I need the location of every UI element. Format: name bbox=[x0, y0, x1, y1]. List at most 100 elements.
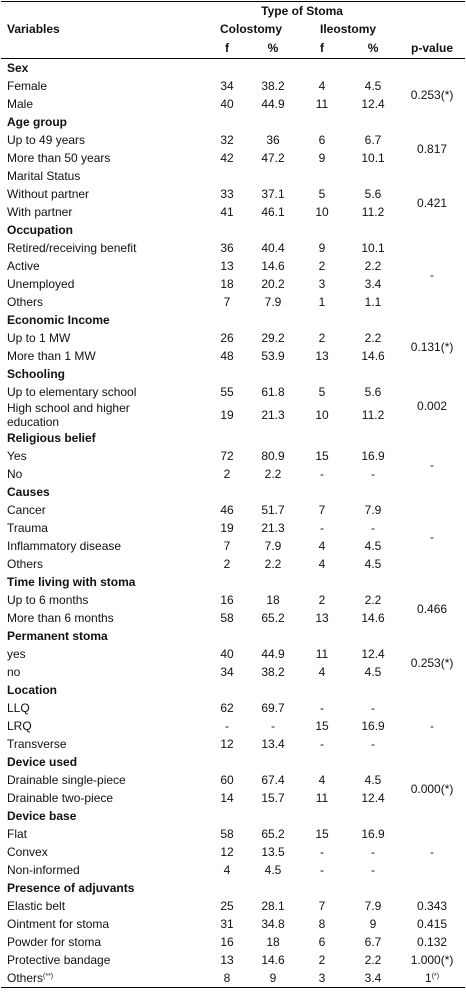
section-row: Device used bbox=[1, 753, 465, 771]
row-label: Female bbox=[7, 78, 48, 93]
p-value-cell: 0.132 bbox=[399, 933, 465, 951]
value-cell: 2 bbox=[223, 556, 231, 571]
row-label: Unemployed bbox=[7, 276, 75, 291]
row-label-cell: LRQ bbox=[1, 717, 205, 735]
data-row: Inflammatory disease 7 7.9 4 4.5 bbox=[1, 537, 465, 555]
row-label: no bbox=[7, 664, 21, 679]
value-cell: 13.4 bbox=[261, 736, 285, 751]
row-label-cell: Male bbox=[1, 95, 205, 113]
header-row: Type of Stoma bbox=[1, 1, 466, 20]
row-label-cell: More than 1 MW bbox=[1, 347, 205, 365]
row-label: More than 1 MW bbox=[7, 348, 96, 363]
value-cell: 69.7 bbox=[261, 700, 285, 715]
value-cell: 5 bbox=[318, 384, 326, 399]
value-cell: 14.6 bbox=[361, 610, 385, 625]
value-cell: 14 bbox=[220, 790, 234, 805]
value-cell: 46 bbox=[220, 502, 234, 517]
value-cell: 18 bbox=[266, 592, 280, 607]
value-cell: 9 bbox=[249, 968, 297, 988]
value-cell: 2.2 bbox=[364, 592, 382, 607]
section-title: Religious belief bbox=[7, 430, 96, 445]
data-row: Up to 49 years 32 36 6 6.7 0.817 bbox=[1, 131, 465, 156]
value-cell: - bbox=[225, 718, 229, 733]
header-subcol: % bbox=[249, 38, 297, 59]
value-cell: 16.9 bbox=[361, 718, 385, 733]
value-cell: 16.9 bbox=[361, 448, 385, 463]
value-cell: 13 bbox=[220, 952, 234, 967]
value-cell: - bbox=[371, 862, 376, 877]
p-value: - bbox=[430, 718, 435, 733]
value-cell: 58 bbox=[220, 826, 234, 841]
row-label-note: (**) bbox=[43, 972, 54, 980]
value-cell: 2.2 bbox=[264, 466, 282, 481]
row-label: Cancer bbox=[7, 502, 46, 517]
spacer bbox=[205, 627, 465, 645]
value-cell: 2.2 bbox=[264, 556, 282, 571]
value-cell: 10.1 bbox=[361, 240, 385, 255]
value-cell: 15 bbox=[315, 448, 329, 463]
data-row: Convex 12 13.5 - - bbox=[1, 843, 465, 861]
p-value: 0.002 bbox=[417, 398, 448, 413]
data-row: LRQ - - 15 16.9 bbox=[1, 717, 465, 735]
value-cell: - bbox=[371, 736, 376, 751]
value-cell: 36 bbox=[220, 240, 234, 255]
row-label: Powder for stoma bbox=[7, 934, 102, 949]
data-row: Female 34 38.2 4 4.5 0.253(*) bbox=[1, 77, 465, 102]
data-row: Active 13 14.6 2 2.2 bbox=[1, 257, 465, 275]
row-label: Up to 49 years bbox=[7, 132, 86, 147]
row-label-cell: Transverse bbox=[1, 735, 205, 753]
p-value-cell: 0.415 bbox=[399, 915, 465, 933]
value-cell: 36 bbox=[266, 132, 280, 147]
value-cell: 13.5 bbox=[261, 844, 285, 859]
p-value-cell: 1.000(*) bbox=[399, 951, 465, 969]
value-cell: 18 bbox=[220, 276, 234, 291]
value-cell: 80.9 bbox=[261, 448, 285, 463]
value-cell: 16 bbox=[220, 592, 234, 607]
value-cell: - bbox=[320, 736, 324, 751]
value-cell: 38.2 bbox=[261, 78, 285, 93]
data-row: Others(**) 8 9 3 3.4 1(*) bbox=[1, 968, 466, 988]
section-row: Time living with stoma bbox=[1, 573, 465, 591]
value-cell: 2.2 bbox=[364, 952, 382, 967]
value-cell: 6.7 bbox=[364, 934, 382, 949]
value-cell: 51.7 bbox=[261, 502, 285, 517]
data-row: Unemployed 18 20.2 3 3.4 bbox=[1, 275, 465, 293]
value-cell: 6.7 bbox=[364, 132, 382, 147]
section-title: Location bbox=[7, 682, 57, 697]
value-cell: - bbox=[371, 700, 376, 715]
value-cell: 7.9 bbox=[364, 898, 382, 913]
value-cell: 67.4 bbox=[261, 772, 285, 787]
section-title: Presence of adjuvants bbox=[7, 880, 135, 895]
value-cell: 12.4 bbox=[361, 790, 385, 805]
value-cell: 47.2 bbox=[261, 150, 285, 165]
value-cell: 7 bbox=[318, 898, 326, 913]
data-row: Without partner 33 37.1 5 5.6 0.421 bbox=[1, 185, 465, 210]
value-cell: 4 bbox=[318, 772, 326, 787]
row-label: Others bbox=[7, 294, 44, 309]
value-cell: 2.2 bbox=[364, 258, 382, 273]
value-cell: 34 bbox=[220, 664, 234, 679]
data-row: More than 50 years 42 47.2 9 10.1 bbox=[1, 149, 465, 167]
value-cell: - bbox=[320, 862, 324, 877]
p-value: - bbox=[430, 844, 435, 859]
value-cell: 14.6 bbox=[361, 348, 385, 363]
row-label: Elastic belt bbox=[7, 898, 66, 913]
row-label-cell: no bbox=[1, 663, 205, 681]
value-cell: - bbox=[320, 844, 324, 859]
spacer bbox=[205, 753, 465, 771]
row-label: Male bbox=[7, 96, 34, 111]
data-row: With partner 41 46.1 10 11.2 bbox=[1, 203, 465, 221]
value-cell: 1.1 bbox=[364, 294, 382, 309]
value-cell: 11 bbox=[315, 790, 329, 805]
row-label-cell: Up to 1 MW bbox=[1, 329, 205, 347]
value-cell: - bbox=[320, 700, 324, 715]
value-cell: 13 bbox=[315, 610, 329, 625]
value-cell: 4.5 bbox=[364, 538, 382, 553]
value-cell: 5.6 bbox=[364, 384, 382, 399]
p-value: 0.466 bbox=[417, 601, 448, 616]
row-label: More than 50 years bbox=[7, 150, 111, 165]
value-cell: 38.2 bbox=[261, 664, 285, 679]
row-label-cell: Up to 6 months bbox=[1, 591, 205, 609]
